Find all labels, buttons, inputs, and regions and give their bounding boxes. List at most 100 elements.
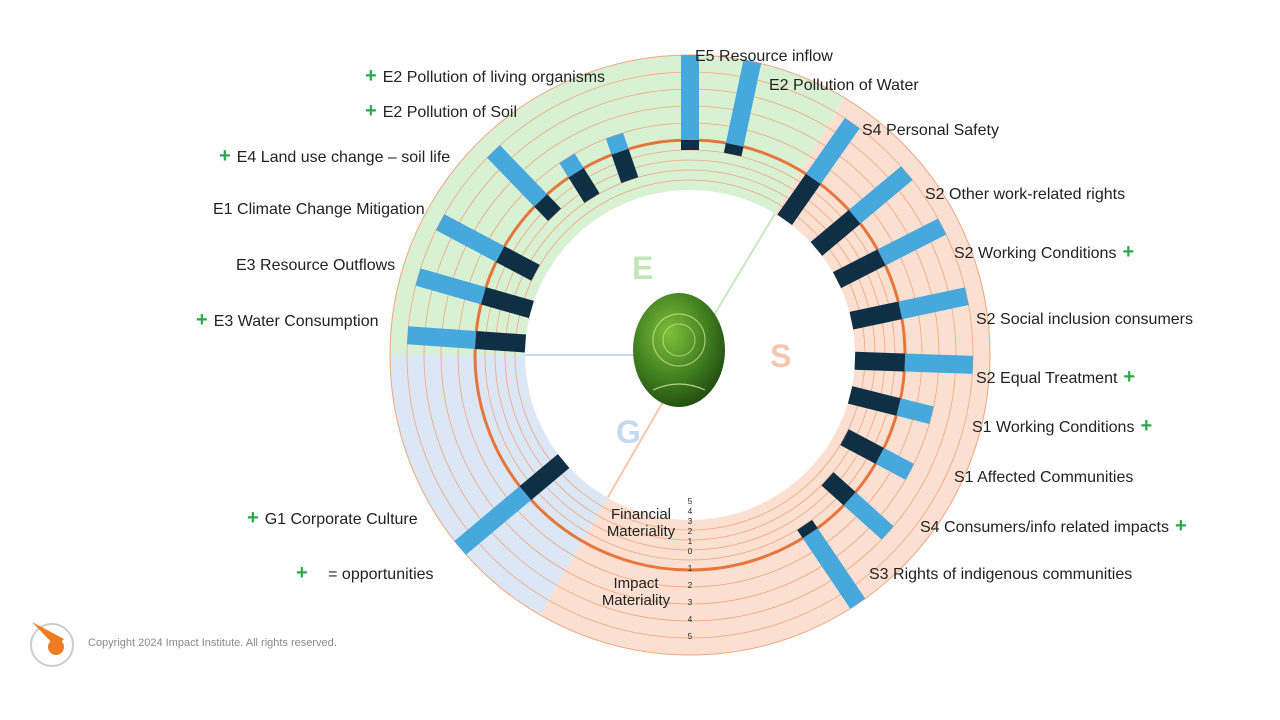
topic-bars xyxy=(435,214,540,281)
topic-label: S2 Other work-related rights xyxy=(925,185,1125,205)
financial-bar xyxy=(847,386,901,416)
impact-tick-label: 5 xyxy=(687,632,693,641)
financial-tick-label: 1 xyxy=(687,537,693,546)
financial-bar xyxy=(832,249,886,289)
topic-label-text: S4 Consumers/info related impacts xyxy=(920,519,1169,536)
topic-label: S2 Working Conditions + xyxy=(954,242,1140,264)
impact-bar xyxy=(407,326,477,349)
impact-bar xyxy=(486,145,548,207)
topic-bars xyxy=(454,454,570,555)
topic-label: E2 Pollution of Water xyxy=(769,76,919,96)
environment-sector xyxy=(390,54,845,356)
topic-label-text: S2 Equal Treatment xyxy=(976,370,1118,387)
financial-bar xyxy=(810,209,861,256)
topic-bars xyxy=(407,326,527,353)
impact-bar xyxy=(843,492,894,540)
environment-letter: E xyxy=(632,250,654,286)
topic-bars xyxy=(559,153,600,203)
topic-label-text: S2 Other work-related rights xyxy=(925,186,1126,203)
sector-divider xyxy=(712,213,776,317)
topic-label: S2 Equal Treatment + xyxy=(976,367,1141,389)
financial-bar xyxy=(854,351,906,372)
topic-bars xyxy=(777,118,860,226)
csrd-academy-egg-icon xyxy=(633,293,725,407)
topic-label-text: E2 Pollution of living organisms xyxy=(382,69,606,86)
topic-label-text: E3 Resource Outflows xyxy=(236,257,396,274)
topic-label-text: S1 Working Conditions xyxy=(972,419,1135,436)
governance-letter: G xyxy=(616,414,641,450)
financial-tick-label: 5 xyxy=(687,497,693,506)
topic-bars xyxy=(415,268,534,319)
impact-bar xyxy=(848,166,913,224)
topic-label: E5 Resource inflow xyxy=(695,47,833,67)
topic-bars xyxy=(681,55,699,150)
financial-materiality-title: Financial Materiality xyxy=(606,506,676,540)
impact-bar xyxy=(875,447,915,480)
topic-label: S2 Social inclusion consumers xyxy=(976,310,1193,330)
topic-label: S4 Consumers/info related impacts + xyxy=(920,516,1193,538)
topic-label: + G1 Corporate Culture xyxy=(241,508,418,530)
topic-bars xyxy=(723,59,762,157)
legend-text: = opportunities xyxy=(328,566,434,583)
topic-label: + E3 Water Consumption xyxy=(190,310,379,332)
topic-bars xyxy=(797,519,866,609)
financial-tick-label: 0 xyxy=(687,547,693,556)
impact-bar xyxy=(681,55,699,140)
topic-bars xyxy=(486,145,562,221)
financial-bar xyxy=(849,301,903,330)
financial-bar xyxy=(681,140,699,150)
topic-bars xyxy=(849,287,969,330)
sector-divider xyxy=(606,393,669,499)
topic-label: E1 Climate Change Mitigation xyxy=(213,200,425,220)
financial-bar xyxy=(797,519,818,539)
plus-icon: + xyxy=(296,562,308,584)
topic-bars xyxy=(605,132,639,184)
financial-bar xyxy=(474,331,527,353)
opportunity-plus-icon: + xyxy=(1175,515,1187,537)
topic-label: E3 Resource Outflows xyxy=(236,256,395,276)
topic-label-text: S1 Affected Communities xyxy=(954,469,1134,486)
impact-tick-label: 3 xyxy=(687,598,693,607)
financial-bar xyxy=(480,287,534,319)
topic-label-text: E2 Pollution of Soil xyxy=(382,104,517,121)
topic-bars xyxy=(810,166,913,256)
financial-bar xyxy=(519,454,570,501)
topic-bars xyxy=(821,472,894,540)
topic-bars xyxy=(854,351,974,374)
governance-sector xyxy=(390,355,608,615)
impact-bar xyxy=(559,153,584,178)
impact-bar xyxy=(454,486,532,555)
topic-label-text: S4 Personal Safety xyxy=(862,122,999,139)
opportunity-legend: + = opportunities xyxy=(290,563,434,585)
topic-label-text: E1 Climate Change Mitigation xyxy=(213,201,425,218)
opportunity-plus-icon: + xyxy=(365,100,377,122)
impact-bar xyxy=(415,268,486,305)
social-letter: S xyxy=(770,338,792,374)
topic-label: S1 Working Conditions + xyxy=(972,416,1158,438)
topic-label-text: E4 Land use change – soil life xyxy=(236,149,451,166)
financial-bar xyxy=(821,472,856,506)
topic-bars xyxy=(847,386,934,424)
copyright-text: Copyright 2024 Impact Institute. All rig… xyxy=(88,637,337,649)
opportunity-plus-icon: + xyxy=(196,309,208,331)
financial-tick-label: 4 xyxy=(687,507,693,516)
impact-bar xyxy=(802,528,866,609)
opportunity-plus-icon: + xyxy=(1140,415,1153,437)
opportunity-plus-icon: + xyxy=(247,507,259,529)
impact-tick-label: 1 xyxy=(687,564,693,573)
financial-bar xyxy=(568,167,600,203)
impact-bar xyxy=(877,218,947,266)
topic-label-text: S3 Rights of indigenous communities xyxy=(869,566,1133,583)
impact-bar xyxy=(805,118,860,185)
impact-bar xyxy=(725,59,762,147)
financial-bar xyxy=(840,429,885,464)
impact-bar xyxy=(605,132,629,155)
impact-bar xyxy=(435,214,505,263)
opportunity-plus-icon: + xyxy=(365,65,377,87)
topic-label: S1 Affected Communities xyxy=(954,468,1133,488)
financial-tick-label: 3 xyxy=(687,517,693,526)
impact-institute-logo xyxy=(30,622,74,667)
opportunity-plus-icon: + xyxy=(1122,241,1135,263)
opportunity-plus-icon: + xyxy=(219,145,231,167)
